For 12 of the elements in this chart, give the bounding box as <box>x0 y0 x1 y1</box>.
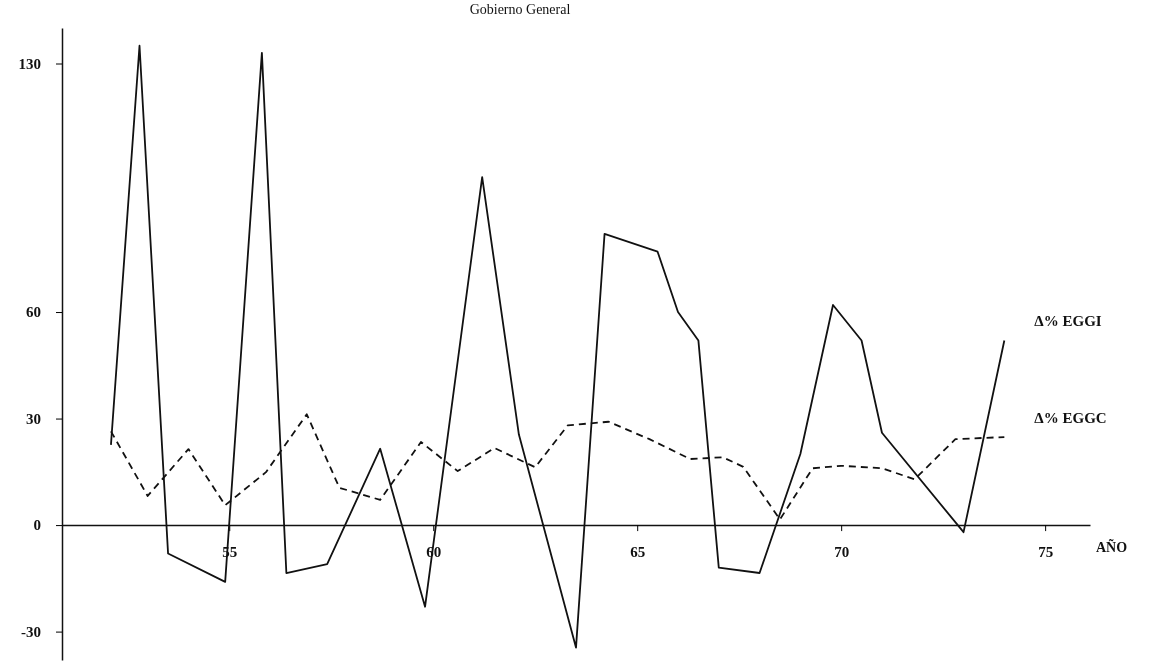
y-tick-label: 60 <box>26 304 41 321</box>
y-tick-label: -30 <box>21 623 41 640</box>
x-tick-label: 65 <box>630 543 646 560</box>
y-tick-label: 30 <box>26 410 41 427</box>
x-tick-label: 75 <box>1038 543 1054 560</box>
y-tick-label: 0 <box>33 517 41 534</box>
text: Δ% EGGI <box>1034 313 1102 330</box>
x-tick-label: 70 <box>834 543 850 560</box>
x-axis-title: AÑO <box>1096 538 1128 556</box>
chart-title: Gobierno General <box>469 2 571 17</box>
text: Δ% EGGC <box>1034 410 1107 427</box>
y-tick-label: 130 <box>18 55 41 72</box>
